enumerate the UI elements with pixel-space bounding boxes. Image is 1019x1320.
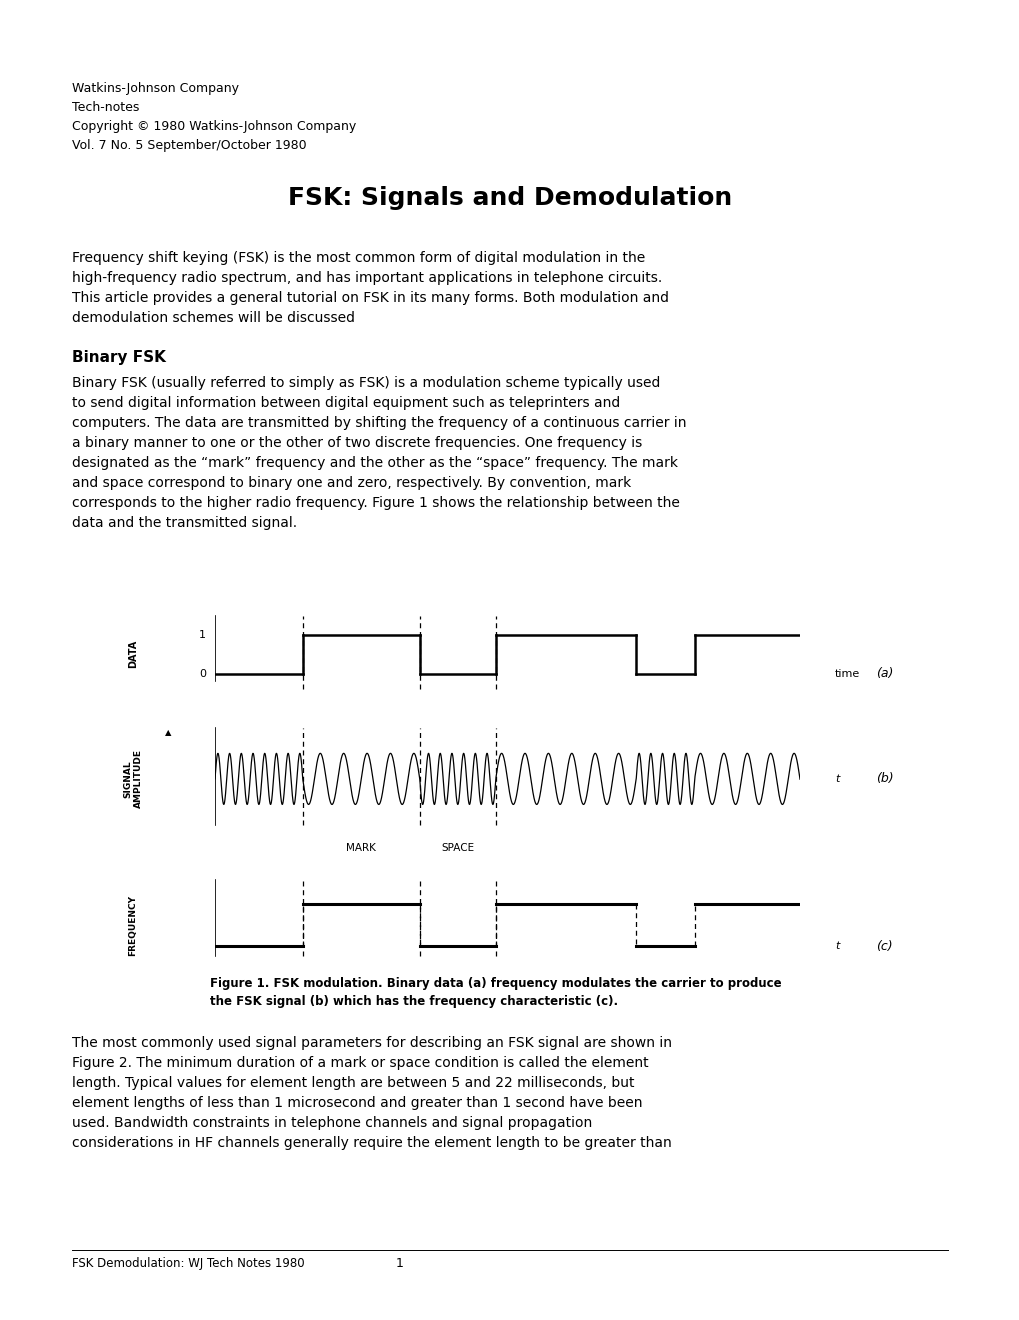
Text: (b): (b): [875, 772, 893, 785]
Text: to send digital information between digital equipment such as teleprinters and: to send digital information between digi…: [72, 396, 620, 411]
Text: 0: 0: [199, 669, 206, 678]
Text: t: t: [835, 941, 839, 952]
Text: Figure 1. FSK modulation. Binary data (a) frequency modulates the carrier to pro: Figure 1. FSK modulation. Binary data (a…: [210, 977, 781, 990]
Text: FSK: Signals and Demodulation: FSK: Signals and Demodulation: [287, 186, 732, 210]
Text: Binary FSK (usually referred to simply as FSK) is a modulation scheme typically : Binary FSK (usually referred to simply a…: [72, 376, 659, 389]
Text: and space correspond to binary one and zero, respectively. By convention, mark: and space correspond to binary one and z…: [72, 477, 631, 490]
Text: SIGNAL
AMPLITUDE: SIGNAL AMPLITUDE: [123, 750, 143, 808]
Text: DATA: DATA: [128, 640, 138, 668]
Text: SPACE: SPACE: [441, 842, 474, 853]
Text: computers. The data are transmitted by shifting the frequency of a continuous ca: computers. The data are transmitted by s…: [72, 416, 686, 430]
Text: Frequency shift keying (FSK) is the most common form of digital modulation in th: Frequency shift keying (FSK) is the most…: [72, 251, 645, 265]
Text: a binary manner to one or the other of two discrete frequencies. One frequency i: a binary manner to one or the other of t…: [72, 436, 642, 450]
Text: t: t: [835, 774, 839, 784]
Text: used. Bandwidth constraints in telephone channels and signal propagation: used. Bandwidth constraints in telephone…: [72, 1115, 592, 1130]
Text: 1: 1: [199, 630, 206, 640]
Text: corresponds to the higher radio frequency. Figure 1 shows the relationship betwe: corresponds to the higher radio frequenc…: [72, 496, 680, 510]
Text: length. Typical values for element length are between 5 and 22 milliseconds, but: length. Typical values for element lengt…: [72, 1076, 634, 1090]
Text: Binary FSK: Binary FSK: [72, 350, 166, 366]
Text: This article provides a general tutorial on FSK in its many forms. Both modulati: This article provides a general tutorial…: [72, 290, 668, 305]
Text: 1: 1: [395, 1257, 404, 1270]
Text: (c): (c): [875, 940, 892, 953]
Text: time: time: [835, 669, 859, 678]
Text: MARK: MARK: [346, 842, 376, 853]
Text: demodulation schemes will be discussed: demodulation schemes will be discussed: [72, 312, 355, 325]
Text: considerations in HF channels generally require the element length to be greater: considerations in HF channels generally …: [72, 1137, 672, 1150]
Text: (a): (a): [875, 667, 893, 680]
Text: The most commonly used signal parameters for describing an FSK signal are shown : The most commonly used signal parameters…: [72, 1036, 672, 1049]
Text: FREQUENCY: FREQUENCY: [128, 895, 138, 956]
Text: Vol. 7 No. 5 September/October 1980: Vol. 7 No. 5 September/October 1980: [72, 139, 307, 152]
Text: Tech-notes: Tech-notes: [72, 102, 140, 114]
Text: the FSK signal (b) which has the frequency characteristic (c).: the FSK signal (b) which has the frequen…: [210, 995, 618, 1008]
Text: FSK Demodulation: WJ Tech Notes 1980: FSK Demodulation: WJ Tech Notes 1980: [72, 1257, 305, 1270]
Text: element lengths of less than 1 microsecond and greater than 1 second have been: element lengths of less than 1 microseco…: [72, 1096, 642, 1110]
Text: Figure 2. The minimum duration of a mark or space condition is called the elemen: Figure 2. The minimum duration of a mark…: [72, 1056, 648, 1071]
Text: Watkins-Johnson Company: Watkins-Johnson Company: [72, 82, 238, 95]
Text: ▲: ▲: [165, 729, 171, 738]
Text: designated as the “mark” frequency and the other as the “space” frequency. The m: designated as the “mark” frequency and t…: [72, 455, 678, 470]
Text: high-frequency radio spectrum, and has important applications in telephone circu: high-frequency radio spectrum, and has i…: [72, 271, 661, 285]
Text: data and the transmitted signal.: data and the transmitted signal.: [72, 516, 297, 531]
Text: Copyright © 1980 Watkins-Johnson Company: Copyright © 1980 Watkins-Johnson Company: [72, 120, 356, 133]
